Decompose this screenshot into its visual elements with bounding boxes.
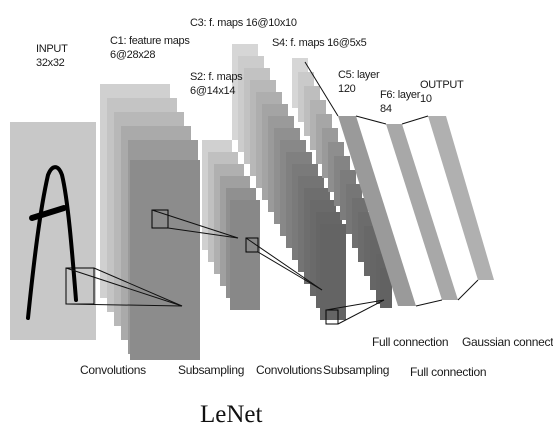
f6-size: 84 — [380, 103, 392, 115]
layer-labels: INPUT 32x32 C1: feature maps 6@28x28 C3:… — [36, 17, 464, 115]
sub2-connection-lines — [325, 299, 385, 325]
op-subsampling-2: Subsampling — [323, 363, 389, 377]
input-size: 32x32 — [36, 57, 65, 69]
s2-feature-maps — [202, 140, 260, 310]
s4-feature-maps — [292, 58, 392, 308]
c1-size: 6@28x28 — [110, 49, 155, 61]
output-layer-bar — [428, 116, 494, 280]
input-layer — [10, 122, 96, 340]
s2-size: 6@14x14 — [190, 85, 235, 97]
c5-size: 120 — [338, 83, 356, 95]
op-gaussian-connections: Gaussian connections — [462, 335, 553, 349]
s4-title: S4: f. maps 16@5x5 — [272, 37, 367, 49]
op-subsampling-1: Subsampling — [178, 363, 244, 377]
c5-title: C5: layer — [338, 69, 380, 81]
output-size: 10 — [420, 93, 432, 105]
op-full-connection-2: Full connection — [410, 365, 486, 379]
diagram-caption: LeNet — [200, 401, 263, 428]
c1-feature-maps — [100, 84, 200, 360]
c3-feature-maps — [232, 44, 346, 325]
conv1-connection-lines — [65, 267, 183, 307]
fully-connected-layers — [304, 61, 494, 307]
input-title: INPUT — [36, 43, 68, 55]
output-title: OUTPUT — [420, 79, 464, 91]
operation-labels: Convolutions Subsampling Convolutions Su… — [80, 335, 553, 379]
op-convolutions-2: Convolutions — [256, 363, 322, 377]
c3-title: C3: f. maps 16@10x10 — [190, 17, 297, 29]
conv2-connection-lines — [245, 237, 323, 291]
f6-title: F6: layer — [380, 89, 421, 101]
op-full-connection-1: Full connection — [372, 335, 448, 349]
sub1-connection-lines — [151, 209, 239, 239]
op-convolutions-1: Convolutions — [80, 363, 146, 377]
c5-layer-bar — [338, 116, 416, 306]
s2-title: S2: f. maps — [190, 71, 243, 83]
f6-layer-bar — [386, 124, 458, 300]
c1-title: C1: feature maps — [110, 35, 190, 47]
